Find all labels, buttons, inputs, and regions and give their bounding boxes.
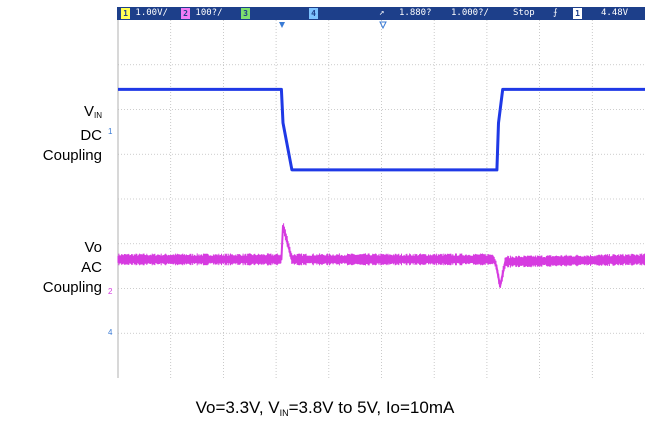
ch3-readout: 3: [241, 7, 250, 20]
run-state: Stop: [513, 8, 535, 18]
trigger-source-badge: 1: [573, 8, 582, 19]
test-conditions-caption: Vo=3.3V, VIN=3.8V to 5V, Io=10mA: [0, 398, 650, 418]
vo-label-line2: AC: [81, 259, 102, 276]
trigger-delay: 1.880?: [399, 8, 432, 18]
ch2-ground-marker: 2: [108, 287, 113, 296]
vo-label: Vo AC Coupling: [43, 238, 102, 298]
vin-trace: [118, 87, 645, 172]
ch2-scale: 100?/: [195, 8, 223, 18]
vin-label: VIN DC Coupling: [43, 102, 102, 166]
vin-label-sub: IN: [94, 111, 102, 120]
ch4-badge: 4: [309, 8, 318, 19]
timebase: 1.000?/: [451, 8, 489, 18]
vo-label-line1: Vo: [84, 239, 102, 256]
vin-label-line3: Coupling: [42, 147, 102, 164]
ch1-badge: 1: [121, 8, 130, 19]
caption-sub: IN: [279, 408, 289, 418]
trigger-position-marker: [279, 22, 285, 28]
trigger-edge-icon: ⨍: [553, 8, 558, 18]
vin-label-line2: DC: [80, 127, 102, 144]
trigger-delay-icon: ↗: [379, 8, 385, 18]
ch1-scale: 1.00V/: [135, 8, 168, 18]
vo-trace: [118, 224, 646, 288]
horizontal-reference-marker: [379, 21, 387, 30]
vo-label-line3: Coupling: [42, 279, 102, 296]
ch1-ground-marker: 1: [108, 127, 113, 136]
caption-part1: Vo=3.3V, V: [195, 398, 280, 417]
ch4-ground-marker: 4: [108, 328, 113, 337]
ch4-readout: 4: [309, 7, 318, 20]
trigger-source: 1: [573, 7, 582, 20]
caption-part2: =3.8V to 5V, Io=10mA: [288, 398, 455, 417]
trigger-level: 4.48V: [601, 8, 629, 18]
ch1-scale-readout: 1 1.00V/: [121, 7, 168, 20]
graticule: [117, 20, 645, 378]
scope-status-bar: 1 1.00V/ 2 100?/ 3 4 ↗ 1.880? 1.000?/ St…: [117, 7, 645, 20]
vin-label-v: V: [83, 103, 94, 120]
vin-label-line1: VIN: [43, 102, 102, 126]
waveform-traces: [117, 87, 646, 288]
ch2-scale-readout: 2 100?/: [181, 7, 223, 20]
ch3-badge: 3: [241, 8, 250, 19]
ch2-badge: 2: [181, 8, 190, 19]
